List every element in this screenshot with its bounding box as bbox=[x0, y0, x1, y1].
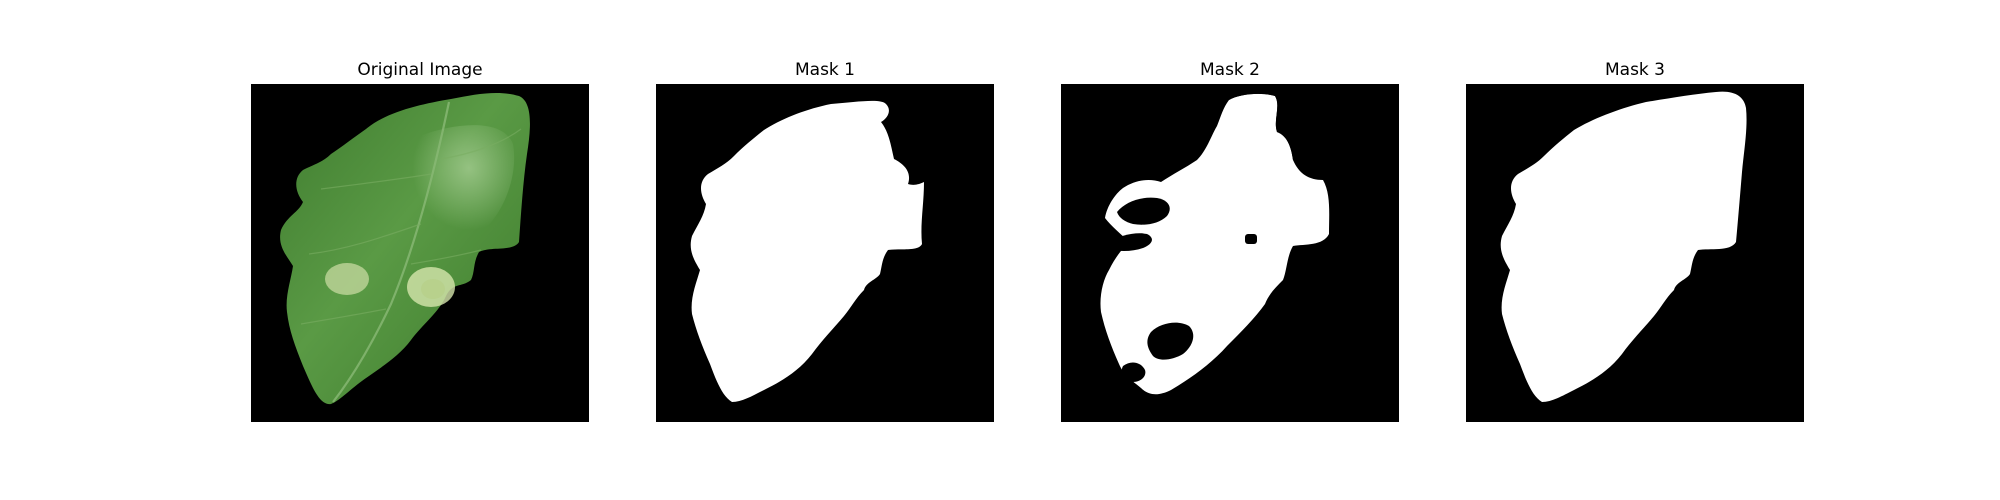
mask-1-region bbox=[690, 100, 924, 402]
leaf-midrib bbox=[332, 101, 451, 403]
mask-3-image bbox=[1500, 91, 1747, 402]
panel-title-mask-2: Mask 2 bbox=[1199, 60, 1260, 80]
leaf-vein bbox=[300, 128, 522, 325]
mask-2-hole bbox=[1121, 362, 1146, 382]
original-leaf-image bbox=[251, 84, 589, 422]
mask-2-panel bbox=[1061, 84, 1399, 422]
panel-title-mask-3: Mask 3 bbox=[1604, 60, 1665, 80]
lesion-spot bbox=[325, 263, 369, 295]
mask-1-panel bbox=[656, 84, 994, 422]
mask-2-image bbox=[1061, 84, 1399, 395]
mask-2-region bbox=[1100, 93, 1330, 395]
mask-1-image bbox=[690, 100, 924, 402]
mask-2-hole bbox=[1061, 84, 1399, 180]
mask-3-panel bbox=[1466, 84, 1804, 422]
mask-2-hole bbox=[1147, 322, 1194, 360]
mask-2-hole bbox=[1105, 233, 1152, 251]
mask-2-hole bbox=[1245, 234, 1257, 244]
leaf-sheen bbox=[401, 125, 515, 249]
leaf-photo bbox=[280, 92, 530, 405]
mask-3-region bbox=[1500, 91, 1747, 402]
lesion-spot-center bbox=[421, 279, 445, 299]
panel-title-original-image: Original Image bbox=[357, 60, 483, 80]
mask-2-hole bbox=[1117, 197, 1170, 225]
panel-title-mask-1: Mask 1 bbox=[794, 60, 855, 80]
